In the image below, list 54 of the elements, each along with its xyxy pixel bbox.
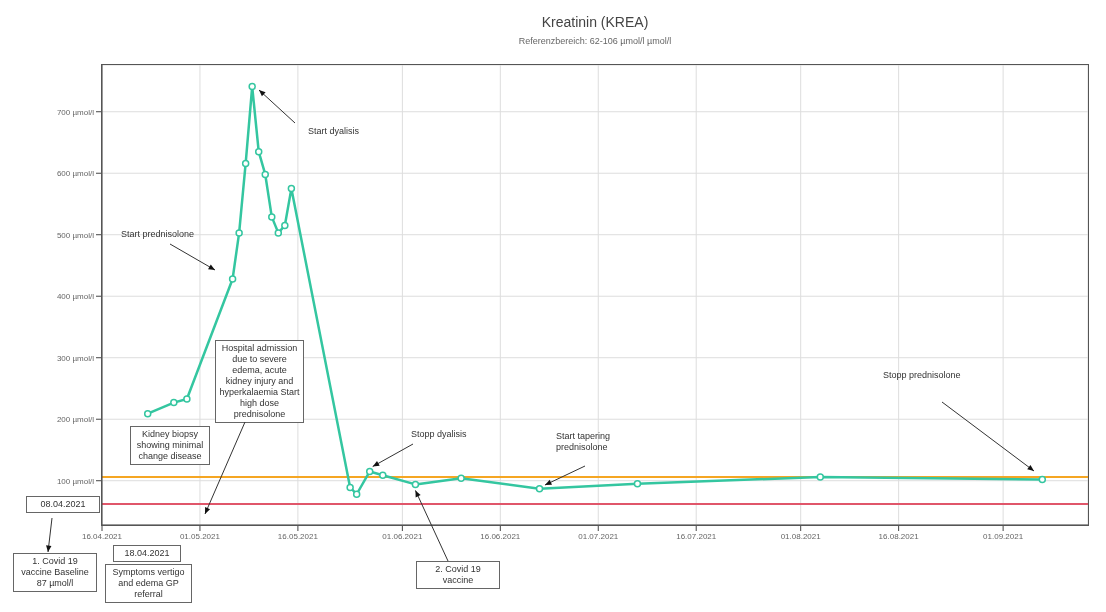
- y-tick-label: 700 µmol/l: [56, 107, 95, 117]
- x-tick-label: 16.08.2021: [878, 531, 920, 541]
- point: [281, 221, 289, 230]
- point: [228, 275, 237, 283]
- annotation: Hospital admission due to severe edema, acute kidney injury and hyperkalaemia Start high dose prednisolone: [215, 340, 304, 423]
- point: [235, 229, 243, 237]
- x-tick-label: 01.05.2021: [179, 531, 221, 541]
- text: 08.04.2021: [26, 496, 100, 513]
- text: Symptoms vertigo and edema GP referral: [105, 564, 192, 603]
- y-tick-label: 600 µmol/l: [56, 169, 95, 179]
- point: [816, 473, 825, 481]
- annotation: Start dyalisis: [308, 126, 361, 137]
- annotation: Stopp prednisolone: [883, 370, 962, 381]
- y-tick-label: 100 µmol/l: [56, 476, 95, 486]
- point: [248, 82, 256, 91]
- y-tick-label: 400 µmol/l: [56, 292, 95, 302]
- point: [261, 170, 269, 179]
- x-tick-label: 16.05.2021: [277, 531, 319, 541]
- point: [457, 474, 465, 483]
- point: [411, 480, 420, 489]
- point: [1038, 475, 1047, 484]
- annotation: Stopp dyalisis: [411, 429, 468, 440]
- point: [274, 229, 283, 237]
- x-tick-label: 01.07.2021: [578, 531, 619, 541]
- point: [535, 484, 544, 493]
- point: [379, 471, 387, 479]
- text: 1. Covid 19 vaccine Baseline 87 µmol/l: [13, 553, 97, 592]
- annotation: Start prednisolone: [121, 229, 196, 240]
- point: [268, 213, 276, 221]
- point: [241, 159, 250, 168]
- point: [352, 490, 361, 498]
- x-tick-label: 01.08.2021: [780, 531, 822, 541]
- x-tick-label: 01.09.2021: [983, 531, 1024, 541]
- annotation: Start tapering prednisolone: [556, 431, 612, 453]
- text: 18.04.2021: [113, 545, 181, 562]
- point: [346, 483, 354, 492]
- y-tick-label: 300 µmol/l: [56, 353, 95, 363]
- annotation: Kidney biopsy showing minimal change disease: [130, 426, 210, 465]
- annotation: 2. Covid 19 vaccine: [416, 561, 500, 589]
- y-tick-label: 200 µmol/l: [56, 415, 95, 425]
- point: [633, 480, 642, 488]
- x-tick-label: 16.04.2021: [81, 531, 123, 541]
- point: [254, 147, 263, 156]
- x-tick-label: 16.07.2021: [676, 531, 717, 541]
- point: [183, 395, 191, 403]
- point: [365, 467, 374, 476]
- x-tick-label: 16.06.2021: [480, 531, 521, 541]
- point: [143, 409, 152, 418]
- point: [170, 398, 178, 407]
- chart-title: Kreatinin (KREA): [540, 14, 650, 30]
- chart-subtitle: Referenzbereich: 62-106 µmol/l µmol/l: [517, 36, 673, 46]
- x-tick-label: 01.06.2021: [382, 531, 423, 541]
- point: [287, 184, 296, 193]
- y-tick-label: 500 µmol/l: [56, 230, 95, 240]
